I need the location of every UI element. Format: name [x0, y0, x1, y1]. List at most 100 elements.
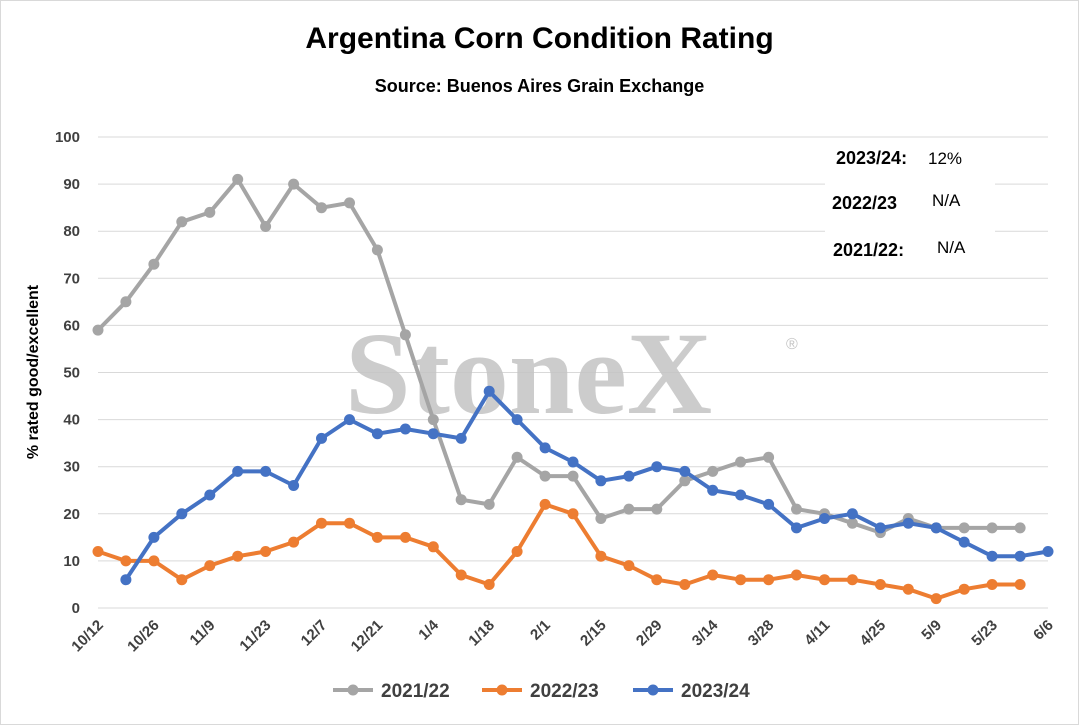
legend-label: 2021/22: [381, 681, 450, 702]
data-point: [204, 206, 216, 218]
x-tick-label: 10/12: [68, 617, 107, 656]
data-point: [791, 569, 802, 581]
data-point: [958, 536, 970, 548]
legend: 2021/22 2022/23 2023/24: [333, 681, 750, 702]
data-point: [176, 216, 188, 228]
data-point: [148, 555, 160, 567]
data-point: [260, 465, 272, 477]
data-point: [986, 550, 998, 562]
y-tick-label: 10: [63, 553, 80, 570]
data-point: [679, 475, 691, 487]
data-point: [679, 579, 691, 590]
y-tick-label: 90: [63, 176, 80, 193]
x-tick-label: 5/23: [968, 617, 1001, 650]
data-point: [511, 451, 523, 463]
x-tick-label: 4/11: [801, 617, 833, 649]
data-point: [763, 451, 775, 463]
y-tick-label: 20: [63, 506, 80, 523]
legend-label: 2023/24: [681, 681, 750, 702]
data-point: [707, 465, 719, 477]
data-point: [846, 517, 858, 529]
series-lines: [92, 173, 1054, 605]
data-point: [120, 574, 132, 586]
data-point: [986, 579, 998, 590]
data-point: [874, 579, 886, 590]
series-line: [124, 389, 1049, 581]
data-point: [427, 541, 439, 553]
data-point: [120, 296, 132, 308]
legend-swatch-marker: [347, 684, 359, 696]
data-point: [930, 593, 942, 605]
x-tick-label: 4/25: [857, 617, 890, 650]
x-tick-label: 11/23: [236, 617, 274, 655]
chart-subtitle: Source: Buenos Aires Grain Exchange: [374, 76, 705, 96]
x-tick-label: 2/15: [577, 617, 610, 650]
x-axis-ticks: 10/12 10/26 11/9 11/23 12/7 12/21 1/4 1/18 2/1 2/…: [68, 616, 1057, 655]
data-point: [735, 574, 747, 586]
data-point: [819, 574, 830, 586]
data-point: [120, 555, 132, 567]
data-point: [427, 428, 439, 440]
data-point: [92, 324, 104, 336]
data-point: [763, 574, 775, 586]
data-point: [483, 498, 495, 510]
data-point: [1014, 550, 1026, 562]
data-point: [344, 414, 355, 426]
data-point: [567, 456, 579, 468]
annotation-label-2023-24: 2023/24:: [836, 148, 907, 168]
data-point: [567, 508, 579, 520]
series-2022-23: [92, 498, 1026, 605]
data-point: [316, 202, 327, 214]
data-point: [232, 465, 244, 477]
legend-swatch-marker: [496, 684, 508, 696]
data-point: [846, 508, 858, 520]
x-tick-label: 12/21: [348, 617, 387, 656]
data-point: [1014, 579, 1026, 590]
data-point: [204, 560, 216, 572]
data-point: [958, 583, 970, 595]
data-point: [595, 513, 607, 524]
data-point: [232, 173, 244, 185]
data-point: [707, 484, 719, 496]
data-point: [92, 546, 104, 557]
data-point: [455, 432, 467, 444]
data-point: [316, 517, 327, 529]
data-point: [260, 546, 272, 557]
data-point: [399, 329, 411, 341]
data-point: [902, 517, 914, 529]
watermark-registered-mark: ®: [786, 336, 798, 353]
data-point: [679, 465, 691, 477]
data-point: [176, 508, 188, 520]
data-point: [567, 470, 579, 482]
x-tick-label: 1/18: [465, 617, 498, 650]
data-point: [148, 531, 160, 543]
data-point: [511, 414, 523, 426]
y-tick-label: 100: [55, 129, 80, 146]
data-point: [763, 498, 775, 510]
x-tick-label: 2/1: [527, 617, 554, 644]
data-point: [399, 531, 411, 543]
data-point: [371, 244, 383, 256]
data-point: [455, 569, 467, 581]
data-point: [288, 178, 300, 190]
series-2023-24: [120, 385, 1054, 586]
data-point: [791, 522, 802, 534]
x-tick-label: 2/29: [633, 617, 666, 650]
x-tick-label: 3/14: [689, 616, 722, 649]
y-tick-label: 80: [63, 223, 80, 240]
y-tick-label: 40: [63, 412, 80, 429]
data-point: [344, 517, 355, 529]
y-tick-label: 50: [63, 365, 80, 382]
data-point: [1042, 546, 1054, 557]
data-point: [958, 522, 970, 534]
data-point: [539, 442, 551, 454]
data-point: [1014, 522, 1026, 534]
data-point: [846, 574, 858, 586]
data-point: [371, 428, 383, 440]
data-point: [651, 503, 663, 515]
legend-swatch-marker: [647, 684, 659, 696]
series-2021-22: [92, 173, 1026, 539]
data-point: [344, 197, 355, 209]
annotation-label-2021-22: 2021/22:: [833, 240, 904, 260]
